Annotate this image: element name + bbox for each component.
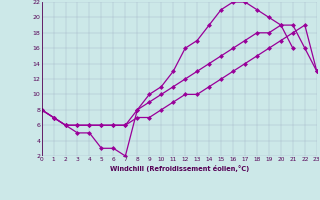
X-axis label: Windchill (Refroidissement éolien,°C): Windchill (Refroidissement éolien,°C) <box>109 165 249 172</box>
